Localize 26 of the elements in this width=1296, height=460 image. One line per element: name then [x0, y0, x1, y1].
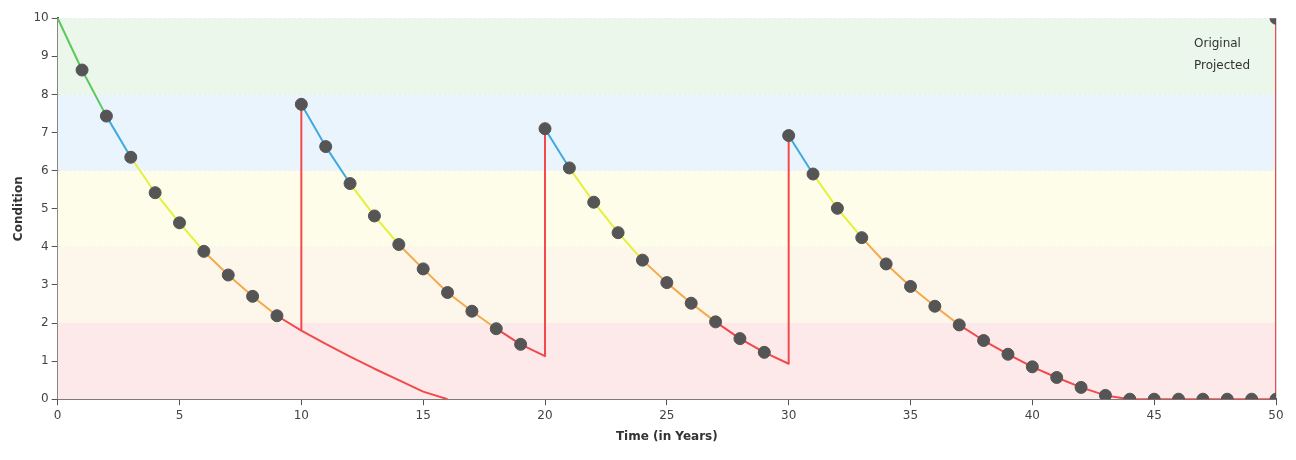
y-tick-label: 9 [41, 48, 49, 63]
y-tick-label: 5 [41, 200, 49, 215]
y-tick-label: 6 [41, 162, 49, 177]
y-tick-label: 1 [41, 353, 49, 368]
x-tick-label: 30 [781, 407, 797, 422]
y-tick-label: 10 [33, 10, 49, 25]
annotation: Projected [1194, 58, 1251, 73]
y-tick-label: 4 [41, 238, 49, 253]
x-tick-label: 25 [659, 407, 675, 422]
x-tick-label: 15 [415, 407, 431, 422]
x-tick-label: 5 [175, 407, 184, 422]
x-tick-label: 35 [902, 407, 919, 422]
x-tick-label: 10 [293, 407, 309, 422]
annotation: Original [1194, 36, 1241, 51]
y-tick-label: 7 [41, 124, 49, 139]
x-tick-label: 50 [1268, 407, 1284, 422]
x-tick-label: 40 [1024, 407, 1040, 422]
y-tick-label: 8 [41, 86, 49, 101]
y-tick-label: 0 [41, 391, 49, 406]
x-tick-label: 0 [53, 407, 62, 422]
y-axis-title: Condition [11, 176, 26, 242]
y-tick-label: 2 [41, 315, 49, 330]
x-axis-title: Time (in Years) [615, 428, 718, 443]
x-tick-label: 45 [1146, 407, 1162, 422]
x-tick-label: 20 [537, 407, 553, 422]
y-tick-label: 3 [41, 277, 49, 292]
